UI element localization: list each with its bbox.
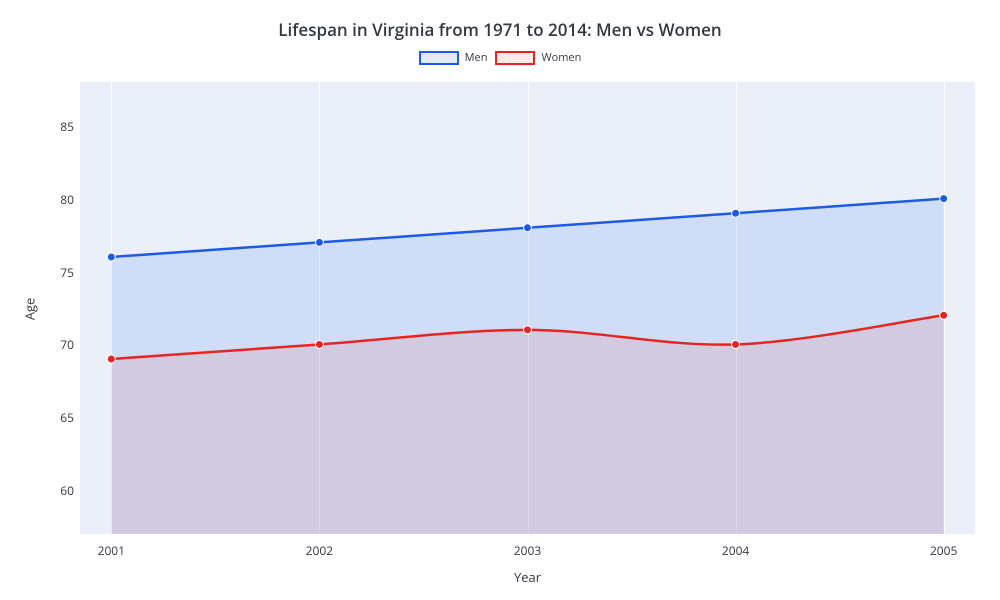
chart-svg [0, 0, 1000, 600]
data-point[interactable] [940, 195, 948, 203]
data-point[interactable] [315, 340, 323, 348]
data-point[interactable] [940, 311, 948, 319]
data-point[interactable] [732, 340, 740, 348]
data-point[interactable] [732, 209, 740, 217]
data-point[interactable] [524, 326, 532, 334]
data-point[interactable] [107, 253, 115, 261]
chart-container: Lifespan in Virginia from 1971 to 2014: … [0, 0, 1000, 600]
data-point[interactable] [524, 224, 532, 232]
data-point[interactable] [107, 355, 115, 363]
data-point[interactable] [315, 238, 323, 246]
